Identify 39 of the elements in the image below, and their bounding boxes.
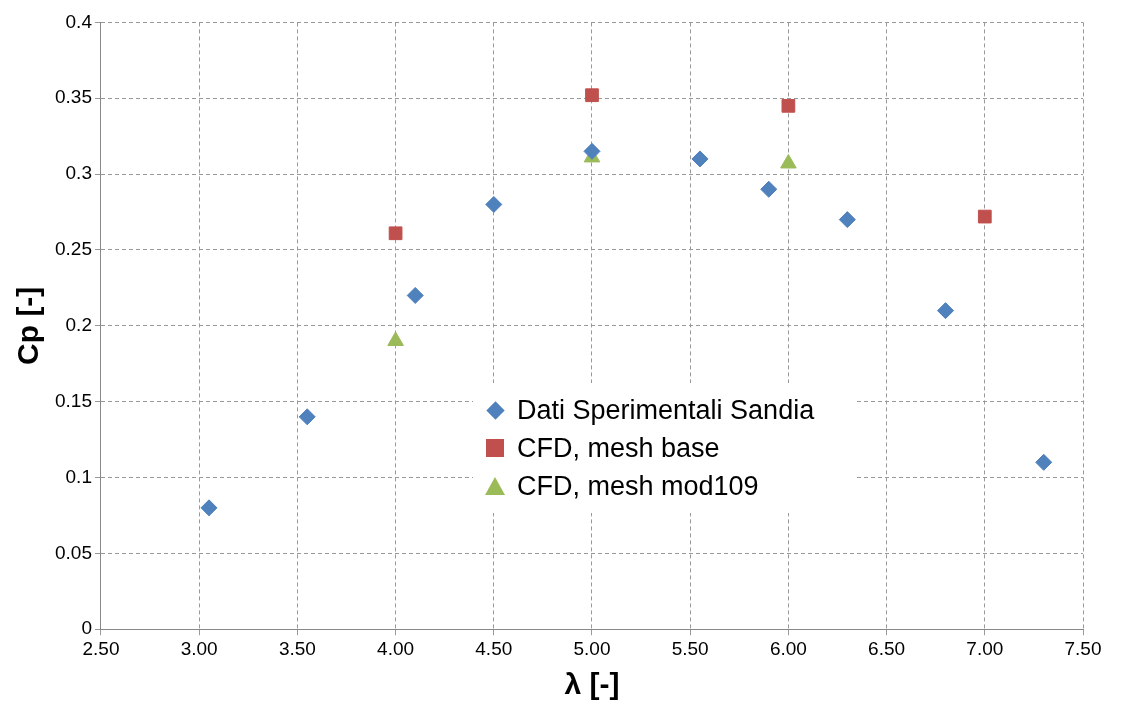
x-tick-label: 6.00: [769, 637, 807, 659]
x-tick-label: 4.50: [475, 637, 513, 659]
legend-label: CFD, mesh mod109: [517, 470, 759, 502]
x-axis-title: λ [-]: [564, 667, 620, 701]
x-tick-label: 7.00: [966, 637, 1004, 659]
point: [485, 195, 503, 213]
point: [298, 408, 316, 426]
point: [585, 88, 599, 103]
y-tick-label: 0.2: [65, 314, 92, 336]
y-tick-label: 0.1: [65, 465, 92, 487]
point: [838, 211, 856, 229]
x-tick-label: 4.00: [377, 637, 415, 659]
x-tick-label: 3.50: [278, 637, 316, 659]
point: [691, 150, 709, 168]
y-tick-label: 0.4: [65, 10, 93, 32]
x-tick-label: 5.00: [573, 637, 611, 659]
x-tick-label: 6.50: [868, 637, 906, 659]
point: [781, 98, 796, 113]
point: [388, 226, 403, 241]
y-axis-title: Cp [-]: [11, 286, 45, 365]
point: [200, 499, 218, 517]
point: [977, 209, 992, 224]
y-tick-label: 0.15: [55, 389, 92, 411]
y-tick-label: 0.05: [55, 541, 92, 563]
legend-label: CFD, mesh base: [517, 432, 720, 464]
y-tick-label: 0.35: [55, 86, 92, 108]
x-tick-label: 5.50: [671, 637, 709, 659]
y-tick-label: 0.3: [65, 162, 92, 184]
x-tick-label: 2.50: [82, 637, 120, 659]
legend-label: Dati Sperimentali Sandia: [517, 394, 815, 426]
point: [406, 286, 424, 304]
point: [937, 302, 955, 320]
y-tick-label: 0: [81, 617, 92, 639]
x-tick-label: 7.50: [1064, 637, 1102, 659]
point: [1035, 453, 1053, 471]
x-tick-label: 3.00: [180, 637, 218, 659]
y-tick-label: 0.25: [55, 238, 92, 260]
point: [760, 180, 778, 198]
point: [583, 142, 601, 160]
